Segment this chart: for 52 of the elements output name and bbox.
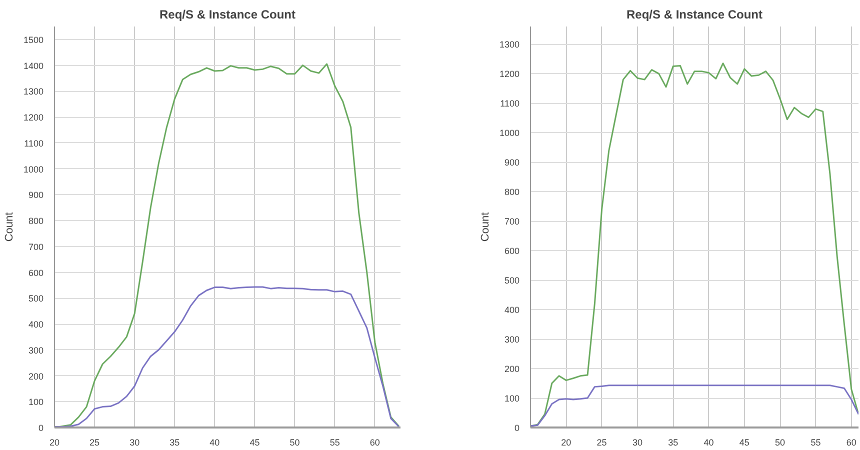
y-tick-label: 100 (28, 397, 44, 408)
y-axis-title: Count (479, 212, 492, 242)
y-tick-label: 500 (28, 294, 44, 304)
x-tick-label: 50 (775, 438, 786, 448)
y-axis-title: Count (3, 212, 16, 242)
x-tick-label: 40 (210, 438, 220, 448)
y-tick-label: 400 (504, 305, 520, 316)
y-tick-label: 700 (504, 216, 520, 227)
y-tick-label: 1500 (23, 34, 44, 45)
y-tick-label: 1400 (23, 60, 44, 71)
x-tick-label: 25 (90, 438, 100, 448)
y-tick-label: 0 (38, 423, 44, 433)
y-tick-label: 500 (504, 276, 520, 286)
y-tick-label: 1100 (24, 138, 44, 148)
y-tick-label: 900 (504, 158, 520, 168)
y-tick-label: 1200 (499, 69, 520, 80)
x-tick-label: 55 (810, 438, 821, 448)
y-tick-label: 300 (504, 334, 520, 345)
x-tick-label: 50 (290, 438, 300, 448)
x-tick-label: 25 (596, 438, 607, 448)
y-tick-label: 100 (504, 394, 520, 404)
y-tick-label: 1000 (499, 128, 520, 138)
x-tick-label: 45 (739, 438, 750, 448)
y-tick-label: 300 (28, 345, 44, 356)
y-tick-label: 800 (504, 187, 520, 198)
y-tick-label: 1200 (23, 112, 44, 123)
y-tick-label: 1100 (500, 98, 520, 109)
x-tick-label: 40 (704, 438, 714, 448)
y-tick-label: 0 (514, 423, 520, 433)
y-tick-label: 600 (28, 268, 44, 278)
y-tick-label: 900 (28, 190, 44, 200)
y-tick-label: 400 (28, 320, 44, 330)
y-tick-label: 800 (28, 216, 44, 226)
x-tick-label: 30 (632, 438, 642, 448)
x-tick-label: 30 (130, 438, 140, 448)
y-tick-label: 1300 (23, 86, 44, 97)
y-tick-label: 600 (504, 246, 520, 256)
y-tick-label: 200 (28, 371, 44, 382)
x-tick-label: 20 (49, 438, 60, 448)
y-tick-label: 1300 (499, 40, 520, 50)
x-tick-label: 35 (170, 438, 180, 448)
chart-title: Req/S & Instance Count (159, 8, 296, 22)
x-tick-label: 35 (668, 438, 678, 448)
y-tick-label: 700 (28, 242, 44, 252)
x-tick-label: 60 (846, 438, 856, 448)
x-tick-label: 60 (370, 438, 380, 448)
y-tick-label: 1000 (23, 164, 44, 174)
x-tick-label: 45 (250, 438, 260, 448)
chart-title: Req/S & Instance Count (626, 8, 763, 22)
y-tick-label: 200 (504, 364, 520, 374)
x-tick-label: 20 (561, 438, 572, 448)
x-tick-label: 55 (330, 438, 340, 448)
